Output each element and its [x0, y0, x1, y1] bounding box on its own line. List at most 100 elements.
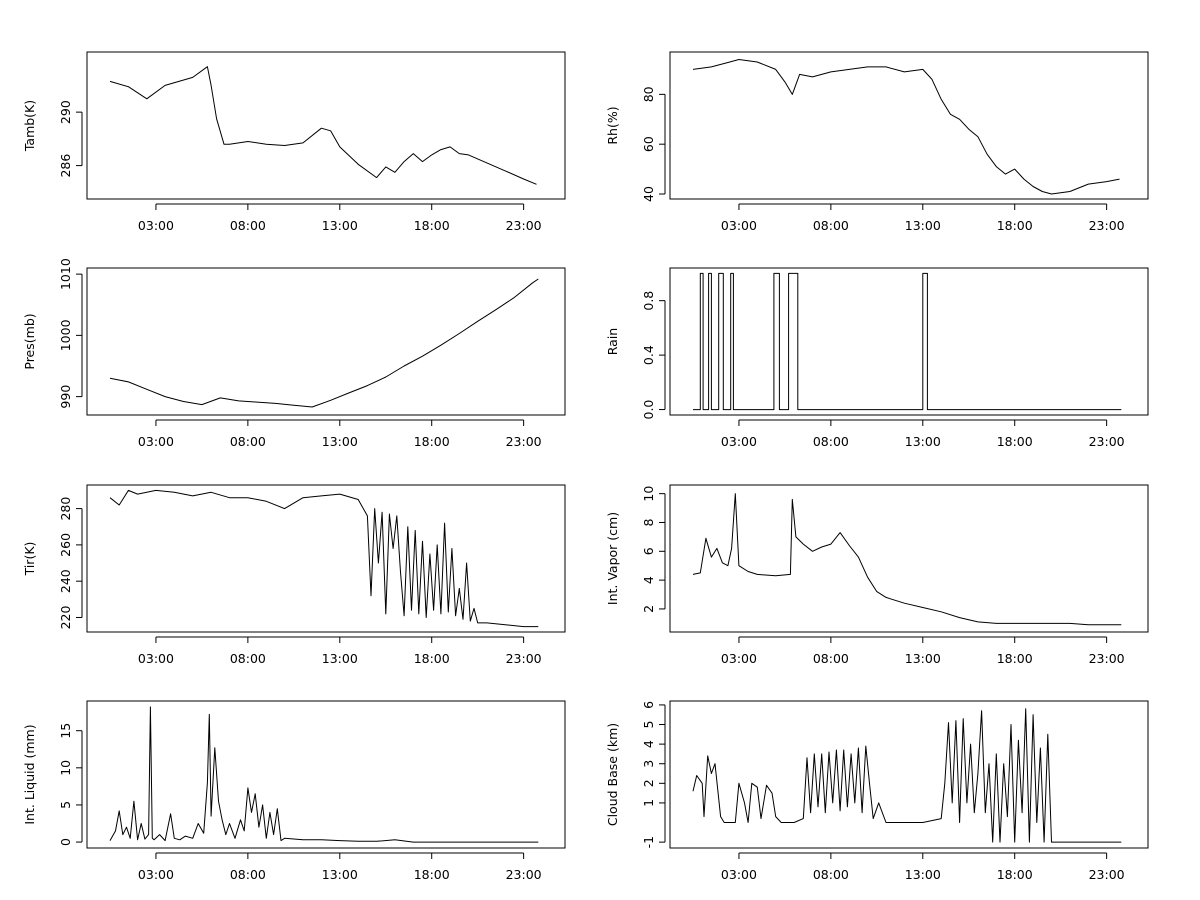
x-tick-label: 13:00: [905, 218, 941, 233]
y-axis: 40 60 80: [641, 86, 666, 202]
y-tick-label: 1010: [58, 258, 73, 290]
y-axis-title: Tamb(K): [22, 100, 37, 152]
x-tick-label: 08:00: [813, 218, 849, 233]
x-axis: 03:00 08:00 13:00 18:00 23:00: [721, 636, 1125, 666]
chart-panel-4: 03:00 08:00 13:00 18:00 23:00 0.0 0.4 0.8 Rain: [605, 267, 1149, 449]
y-tick-label: -1: [641, 836, 656, 848]
y-tick-label: 2: [641, 779, 656, 787]
plot-frame: [669, 51, 1149, 200]
y-axis-title: Tir(K): [22, 542, 37, 577]
y-tick-label: 0.0: [641, 400, 656, 420]
x-tick-label: 13:00: [322, 651, 358, 666]
plot-frame: [669, 700, 1149, 849]
x-tick-label: 18:00: [414, 218, 450, 233]
series-line: [692, 59, 1120, 195]
x-tick-label: 08:00: [230, 651, 266, 666]
y-axis-title: Rh(%): [605, 106, 620, 144]
y-tick-label: 1: [641, 799, 656, 807]
x-tick-label: 08:00: [813, 651, 849, 666]
x-tick-label: 03:00: [721, 434, 757, 449]
y-tick-label: 990: [58, 385, 73, 409]
y-tick-label: 8: [641, 518, 656, 526]
x-tick-label: 23:00: [1089, 867, 1125, 882]
x-tick-label: 03:00: [721, 218, 757, 233]
y-axis-title: Int. Liquid (mm): [22, 724, 37, 824]
y-tick-label: 15: [58, 723, 73, 739]
x-axis: 03:00 08:00 13:00 18:00 23:00: [138, 419, 542, 449]
plot-frame: [86, 700, 566, 849]
y-tick-label: 240: [58, 569, 73, 593]
x-tick-label: 03:00: [721, 867, 757, 882]
x-tick-label: 03:00: [138, 434, 174, 449]
chart-panel-5: 03:00 08:00 13:00 18:00 23:00 220 240 260 280 Tir…: [22, 484, 566, 666]
x-tick-label: 23:00: [506, 651, 542, 666]
x-tick-label: 18:00: [414, 434, 450, 449]
x-tick-label: 08:00: [230, 434, 266, 449]
x-tick-label: 03:00: [721, 651, 757, 666]
x-tick-label: 13:00: [905, 867, 941, 882]
chart-panel-8: 03:00 08:00 13:00 18:00 23:00 -1 1 2 3 4 5 6 Cloud B…: [605, 700, 1149, 882]
y-tick-label: 280: [58, 497, 73, 521]
y-tick-label: 0.8: [641, 291, 656, 311]
y-axis-title: Int. Vapor (cm): [605, 512, 620, 605]
y-tick-label: 6: [641, 701, 656, 709]
x-tick-label: 18:00: [997, 867, 1033, 882]
chart-panel-2: 03:00 08:00 13:00 18:00 23:00 40 60 80 Rh(%): [605, 51, 1149, 233]
series-line: [693, 272, 1122, 411]
x-tick-label: 08:00: [230, 867, 266, 882]
series-line: [109, 706, 539, 843]
plot-frame: [669, 484, 1149, 633]
y-tick-label: 286: [58, 154, 73, 178]
y-tick-label: 3: [641, 760, 656, 768]
y-tick-label: 260: [58, 533, 73, 557]
y-axis: 0.0 0.4 0.8: [641, 291, 666, 420]
y-tick-label: 60: [641, 136, 656, 152]
plot-frame: [86, 51, 566, 200]
x-tick-label: 18:00: [997, 218, 1033, 233]
x-tick-label: 03:00: [138, 651, 174, 666]
x-axis: 03:00 08:00 13:00 18:00 23:00: [721, 203, 1125, 233]
x-tick-label: 18:00: [414, 867, 450, 882]
y-axis: -1 1 2 3 4 5 6: [641, 701, 666, 848]
y-tick-label: 5: [58, 801, 73, 809]
y-tick-label: 220: [58, 606, 73, 630]
x-tick-label: 23:00: [506, 218, 542, 233]
x-tick-label: 08:00: [813, 867, 849, 882]
y-axis-title: Cloud Base (km): [605, 723, 620, 826]
y-tick-label: 4: [641, 576, 656, 584]
x-tick-label: 18:00: [997, 651, 1033, 666]
chart-panel-3: 03:00 08:00 13:00 18:00 23:00 990 1000 1010 Pres…: [22, 258, 566, 449]
x-tick-label: 13:00: [322, 867, 358, 882]
series-line: [692, 708, 1122, 843]
y-tick-label: 10: [58, 760, 73, 776]
plot-frame: [86, 267, 566, 416]
x-axis: 03:00 08:00 13:00 18:00 23:00: [138, 203, 542, 233]
x-tick-label: 23:00: [1089, 434, 1125, 449]
x-tick-label: 23:00: [1089, 218, 1125, 233]
y-axis: 286 290: [58, 100, 83, 178]
y-tick-label: 10: [641, 486, 656, 502]
x-tick-label: 08:00: [230, 218, 266, 233]
y-tick-label: 4: [641, 740, 656, 748]
x-tick-label: 23:00: [1089, 651, 1125, 666]
y-axis: 0 5 10 15: [58, 723, 83, 846]
plot-frame: [669, 267, 1149, 416]
x-axis: 03:00 08:00 13:00 18:00 23:00: [138, 852, 542, 882]
x-tick-label: 13:00: [322, 434, 358, 449]
x-axis: 03:00 08:00 13:00 18:00 23:00: [721, 852, 1125, 882]
series-line: [109, 278, 539, 408]
x-tick-label: 08:00: [813, 434, 849, 449]
y-tick-label: 6: [641, 547, 656, 555]
y-axis-title: Pres(mb): [22, 313, 37, 369]
x-tick-label: 18:00: [997, 434, 1033, 449]
y-tick-label: 2: [641, 605, 656, 613]
series-line: [109, 489, 539, 628]
y-tick-label: 290: [58, 100, 73, 124]
chart-panel-1: 03:00 08:00 13:00 18:00 23:00 286 290 Tamb(K): [22, 51, 566, 233]
y-tick-label: 40: [641, 186, 656, 202]
y-axis: 990 1000 1010: [58, 258, 83, 409]
x-tick-label: 13:00: [905, 651, 941, 666]
series-line: [109, 66, 537, 185]
y-axis: 220 240 260 280: [58, 497, 83, 630]
